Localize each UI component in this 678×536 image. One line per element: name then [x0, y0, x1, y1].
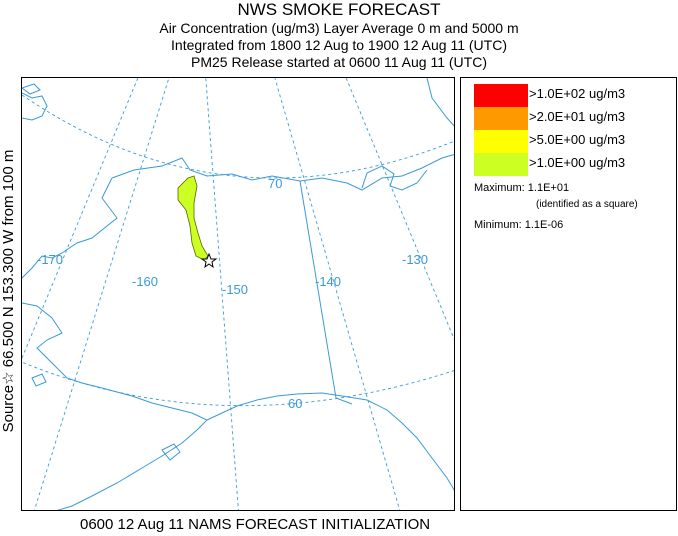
alaska-map: -170 -160 -150 -140 -130 70 60: [22, 78, 454, 510]
map-panel: -170 -160 -150 -140 -130 70 60: [21, 77, 455, 511]
lon-label-minus-150: -150: [222, 282, 248, 297]
lat-label-60: 60: [288, 396, 302, 411]
star-icon: [200, 252, 218, 269]
legend-label: >1.0E+02 ug/m3: [529, 86, 626, 101]
latitude-line-60: [22, 361, 454, 407]
forecast-title: NWS SMOKE FORECAST: [237, 0, 441, 19]
source-marker: [200, 252, 218, 269]
coast-gulf-of-alaska: [206, 392, 454, 491]
legend-swatch-lime: [474, 153, 528, 176]
legend-entry: >1.0E+02 ug/m3: [474, 84, 674, 107]
forecast-initialization: 0600 12 Aug 11 NAMS FORECAST INITIALIZAT…: [80, 516, 431, 533]
meridian-minus-170: [22, 78, 139, 359]
legend-swatch-orange: [474, 107, 528, 130]
grid-labels: -170 -160 -150 -140 -130 70 60: [37, 176, 428, 411]
legend-label: >1.0E+00 ug/m3: [529, 155, 626, 170]
canada-border: [299, 180, 353, 405]
integration-period: Integrated from 1800 12 Aug to 1900 12 A…: [171, 37, 507, 53]
lon-label-minus-140: -140: [315, 274, 341, 289]
latitude-line-70: [22, 94, 454, 179]
legend-swatch-red: [474, 84, 528, 107]
legend-entry: >5.0E+00 ug/m3: [474, 130, 674, 153]
meridian-minus-160: [34, 78, 170, 510]
legend-panel: >1.0E+02 ug/m3 >2.0E+01 ug/m3 >5.0E+00 u…: [460, 77, 677, 511]
smoke-plume: [177, 175, 209, 261]
coast-west: [22, 177, 118, 279]
legend-swatch-yellow: [474, 130, 528, 153]
minimum-value: Minimum: 1.1E-06: [474, 219, 564, 231]
meridian-minus-130: [345, 78, 454, 340]
coast-bristol-bay: [56, 387, 208, 510]
lon-label-minus-130: -130: [402, 252, 428, 267]
coast-siberia: [22, 92, 48, 121]
source-location-label: Source☆ 66.500 N 153.300 W from 100 m: [0, 149, 17, 433]
island-kodiak: [161, 443, 181, 461]
lon-label-minus-160: -160: [132, 274, 158, 289]
island-st-lawrence: [22, 83, 41, 95]
coast-arctic-islands: [426, 78, 454, 127]
coastline: [22, 78, 454, 510]
concentration-description: Air Concentration (ug/m3) Layer Average …: [159, 20, 519, 36]
legend-label: >5.0E+00 ug/m3: [529, 132, 626, 147]
lat-label-70: 70: [268, 176, 282, 191]
island-nunivak: [31, 373, 47, 387]
maximum-note: (identified as a square): [536, 199, 638, 210]
legend-entry: >1.0E+00 ug/m3: [474, 153, 674, 176]
maximum-value: Maximum: 1.1E+01: [474, 182, 570, 194]
release-start: PM25 Release started at 0600 11 Aug 11 (…: [191, 54, 487, 70]
coast-norton-sound: [22, 302, 103, 389]
meridian-minus-140: [274, 78, 401, 510]
legend-label: >2.0E+01 ug/m3: [529, 109, 626, 124]
lon-label-minus-170: -170: [37, 252, 63, 267]
legend-entry: >2.0E+01 ug/m3: [474, 107, 674, 130]
coast-banks-island: [361, 165, 428, 191]
coast-north-slope: [111, 154, 454, 191]
